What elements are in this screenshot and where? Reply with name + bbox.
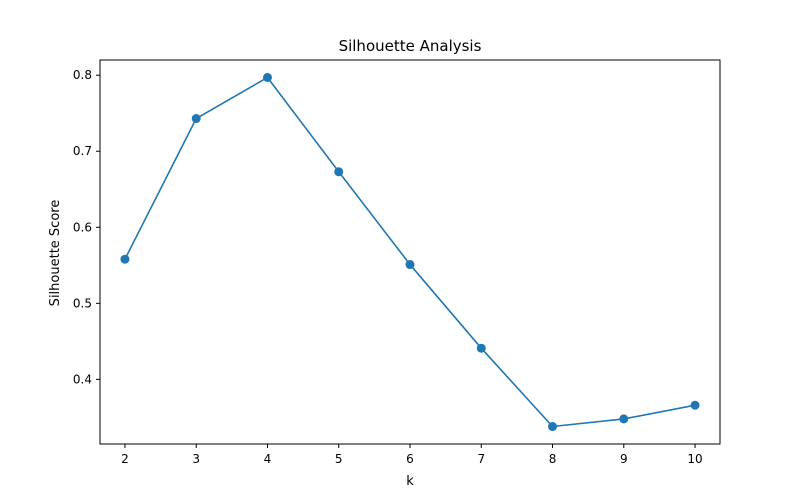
data-point [405,260,415,270]
data-point [548,422,558,432]
y-axis: 0.4 0.5 0.6 0.7 0.8 [73,68,100,386]
x-tick-label: 10 [687,452,702,466]
data-point [191,114,201,124]
x-axis: 2 3 4 5 6 7 8 9 10 [121,444,703,466]
y-tick-label: 0.5 [73,296,92,310]
y-tick-label: 0.8 [73,68,92,82]
x-tick-label: 7 [477,452,485,466]
x-axis-label: k [406,474,414,489]
y-tick-label: 0.6 [73,220,92,234]
y-axis-label: Silhouette Score [48,200,63,307]
x-tick-label: 9 [620,452,628,466]
series-line [124,76,696,428]
y-tick-label: 0.4 [73,372,92,386]
y-tick-label: 0.7 [73,144,92,158]
x-tick-label: 3 [192,452,200,466]
chart-title: Silhouette Analysis [339,37,482,55]
plot-area [120,72,700,432]
data-point [120,254,130,264]
data-point [334,167,344,177]
x-tick-label: 4 [264,452,272,466]
data-point [262,72,272,82]
data-point [619,414,629,424]
x-tick-label: 2 [121,452,129,466]
x-tick-label: 6 [406,452,414,466]
data-point [690,400,700,410]
x-tick-label: 8 [549,452,557,466]
data-point [476,343,486,353]
x-tick-label: 5 [335,452,343,466]
